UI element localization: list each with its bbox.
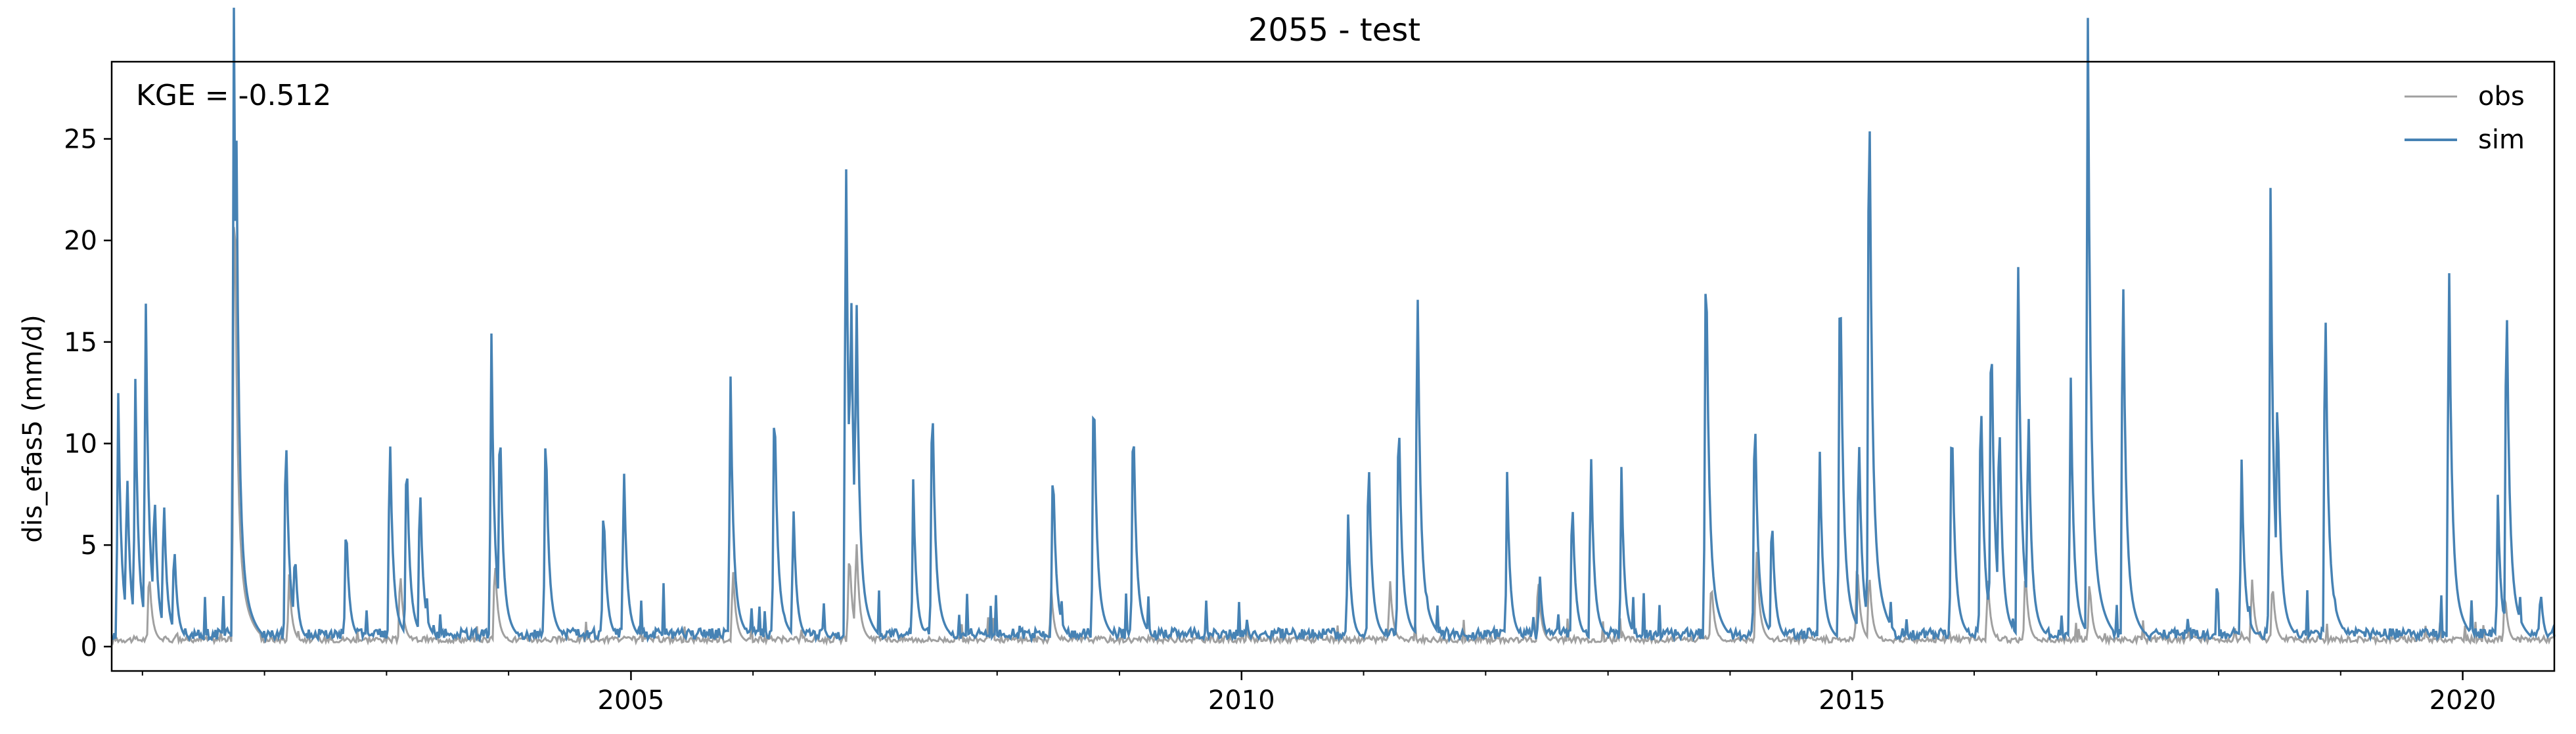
legend: obs sim: [2405, 81, 2525, 155]
x-tick-label: 2020: [2429, 685, 2497, 716]
y-tick-label: 5: [81, 530, 97, 561]
legend-obs-label: obs: [2478, 81, 2525, 112]
y-tick-label: 0: [81, 632, 97, 662]
series-obs-line: [110, 227, 2555, 647]
x-tick-label: 2010: [1208, 685, 1275, 716]
y-tick-label: 15: [64, 328, 97, 358]
series-sim-line: [112, 7, 2556, 644]
x-tick-label: 2015: [1819, 685, 1886, 716]
y-tick-label: 10: [64, 429, 97, 460]
y-tick-label: 20: [64, 226, 97, 256]
legend-sim-label: sim: [2478, 125, 2525, 155]
y-axis: 0 5 10 15 20 25: [64, 125, 112, 662]
series-obs: [110, 227, 2555, 647]
series-sim: [112, 7, 2556, 644]
x-tick-label: 2005: [598, 685, 665, 716]
x-axis: 2005 2010 2015 2020: [141, 671, 2497, 716]
kge-annotation: KGE = -0.512: [136, 79, 331, 112]
y-axis-label: dis_efas5 (mm/d): [18, 314, 48, 543]
plot-frame: [110, 60, 2556, 672]
y-tick-label: 25: [64, 125, 97, 155]
chart-title: 2055 - test: [1248, 12, 1420, 49]
